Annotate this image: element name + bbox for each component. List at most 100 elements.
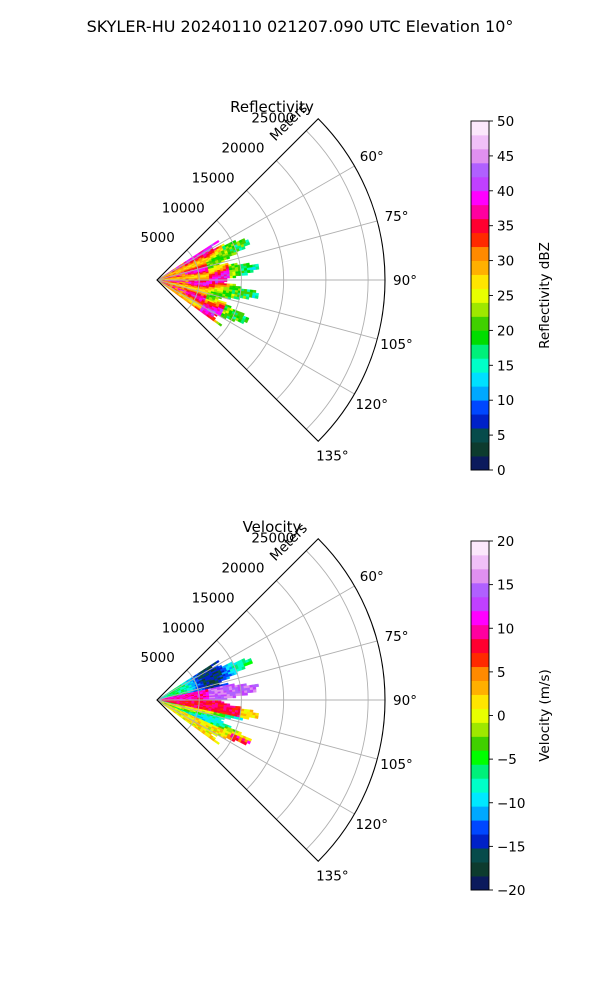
colorbar-swatch xyxy=(471,428,489,443)
angle-tick-label: 120° xyxy=(356,397,389,413)
radial-gridline xyxy=(156,279,355,395)
colorbar-swatch xyxy=(471,134,489,150)
range-tick-label: 5000 xyxy=(140,650,174,666)
colorbar-swatch xyxy=(471,568,489,584)
range-tick-label: 25000 xyxy=(251,111,294,127)
colorbar-swatch xyxy=(471,722,489,737)
colorbar-tick-label: 40 xyxy=(497,184,514,200)
range-tick-label: 25000 xyxy=(251,531,294,547)
colorbar-tick-label: 10 xyxy=(497,393,514,409)
colorbar-swatch xyxy=(471,372,489,387)
range-tick-label: 20000 xyxy=(221,561,264,577)
colorbar-swatch xyxy=(471,778,489,793)
colorbar-swatch xyxy=(471,680,489,695)
colorbar-swatch xyxy=(471,176,489,192)
colorbar-tick-label: 35 xyxy=(497,219,514,235)
range-tick-label: 10000 xyxy=(162,200,205,216)
colorbar-swatch xyxy=(471,232,489,248)
angle-tick-label: 135° xyxy=(316,448,349,464)
colorbar-tick-label: 25 xyxy=(497,289,514,305)
reflectivity-panel: Reflectivity500010000150002000025000Mete… xyxy=(140,98,553,479)
colorbar-swatch xyxy=(471,596,489,612)
colorbar-tick-label: 0 xyxy=(497,463,506,479)
colorbar-swatch xyxy=(471,764,489,779)
range-tick-label: 15000 xyxy=(192,590,235,606)
colorbar-tick-label: 45 xyxy=(497,149,514,165)
colorbar-swatch xyxy=(471,541,489,556)
colorbar-swatch xyxy=(471,862,489,877)
panel-title: Velocity xyxy=(243,518,302,536)
colorbar-swatch xyxy=(471,288,489,303)
colorbar-swatch xyxy=(471,806,489,821)
radial-gridline xyxy=(156,165,355,281)
angle-tick-label: 90° xyxy=(393,273,417,289)
colorbar-swatch xyxy=(471,330,489,345)
colorbar-tick-label: 20 xyxy=(497,534,514,550)
colorbar-swatch xyxy=(471,834,489,849)
angle-tick-label: 75° xyxy=(385,209,409,225)
colorbar-tick-label: 10 xyxy=(497,621,514,637)
colorbar-swatch xyxy=(471,316,489,331)
colorbar-swatch xyxy=(471,190,489,206)
colorbar-tick-label: 50 xyxy=(497,114,514,130)
colorbar-swatch xyxy=(471,358,489,373)
angle-tick-label: 60° xyxy=(360,149,384,165)
colorbar-swatch xyxy=(471,414,489,429)
colorbar-swatch xyxy=(471,694,489,709)
colorbar-swatch xyxy=(471,204,489,220)
angle-tick-label: 90° xyxy=(393,693,417,709)
colorbar-swatch xyxy=(471,750,489,765)
colorbar-swatch xyxy=(471,218,489,234)
radial-gridline xyxy=(156,220,378,281)
colorbar-swatch xyxy=(471,260,489,275)
colorbar-swatch xyxy=(471,386,489,401)
radial-gridline xyxy=(156,699,378,760)
angle-tick-label: 135° xyxy=(316,868,349,884)
panel-title: Reflectivity xyxy=(230,98,314,116)
colorbar-tick-label: −5 xyxy=(497,752,517,768)
velocity-panel: Velocity500010000150002000025000Meters60… xyxy=(140,518,553,899)
colorbar-swatch xyxy=(471,848,489,863)
angle-tick-label: 105° xyxy=(380,757,413,773)
colorbar-swatch xyxy=(471,344,489,359)
colorbar-swatch xyxy=(471,666,489,681)
colorbar-swatch xyxy=(471,624,489,640)
radial-gridline xyxy=(156,585,355,701)
colorbar: −20 −15 −10 −5 0 5 10 15 20 Velocity (m/s) xyxy=(470,534,553,899)
data-field xyxy=(158,238,260,327)
range-tick-label: 15000 xyxy=(192,170,235,186)
sector-frame xyxy=(156,118,386,442)
colorbar-tick-label: −20 xyxy=(497,883,526,899)
colorbar-tick-label: 5 xyxy=(497,428,506,444)
colorbar-swatch xyxy=(471,246,489,261)
colorbar-swatch xyxy=(471,302,489,317)
colorbar-swatch xyxy=(471,638,489,654)
colorbar-swatch xyxy=(471,652,489,668)
colorbar-tick-label: −10 xyxy=(497,796,526,812)
colorbar-swatch xyxy=(471,820,489,835)
radial-gridline xyxy=(156,640,378,701)
range-tick-label: 20000 xyxy=(221,141,264,157)
angle-tick-label: 75° xyxy=(385,629,409,645)
colorbar-tick-label: 20 xyxy=(497,323,514,339)
colorbar-tick-label: 15 xyxy=(497,578,514,594)
colorbar-tick-label: 0 xyxy=(497,709,506,725)
range-tick-label: 5000 xyxy=(140,230,174,246)
colorbar-swatch xyxy=(471,554,489,570)
colorbar-label: Reflectivity dBZ xyxy=(537,242,553,349)
colorbar: 0 5 10 15 20 25 30 35 40 45 50 Reflectivity dBZ xyxy=(470,114,553,479)
radial-gridline xyxy=(156,279,378,340)
colorbar-swatch xyxy=(471,121,489,136)
colorbar-tick-label: 30 xyxy=(497,254,514,270)
colorbar-swatch xyxy=(471,610,489,626)
colorbar-swatch xyxy=(471,708,489,723)
colorbar-swatch xyxy=(471,876,489,891)
colorbar-tick-label: −15 xyxy=(497,839,526,855)
angle-tick-label: 105° xyxy=(380,337,413,353)
colorbar-label: Velocity (m/s) xyxy=(537,669,553,762)
range-tick-label: 10000 xyxy=(162,620,205,636)
figure-title: SKYLER-HU 20240110 021207.090 UTC Elevat… xyxy=(87,17,514,36)
colorbar-tick-label: 5 xyxy=(497,665,506,681)
colorbar-tick-label: 15 xyxy=(497,358,514,374)
